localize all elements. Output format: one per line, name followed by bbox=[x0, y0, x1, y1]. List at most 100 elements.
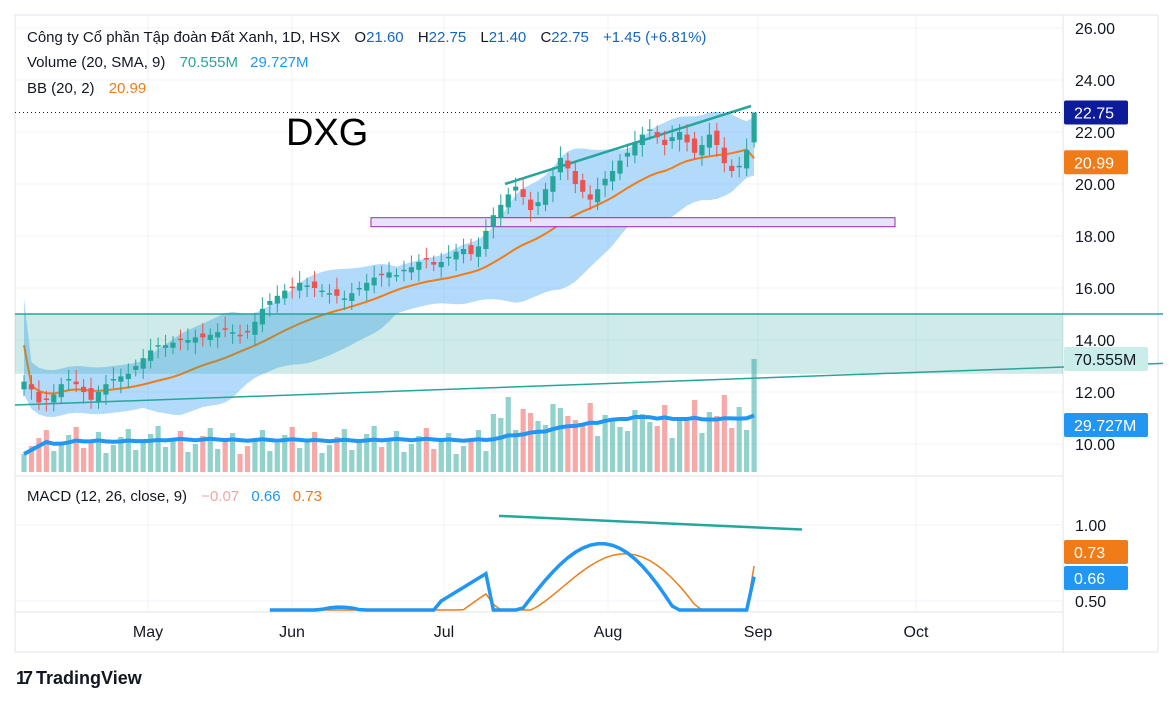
ticker-annotation: DXG bbox=[286, 112, 369, 154]
volume-bar bbox=[289, 427, 295, 472]
candle-body bbox=[267, 301, 273, 305]
candle-body bbox=[431, 262, 437, 265]
legend-macd-signal: 0.73 bbox=[292, 488, 322, 505]
volume-bar bbox=[371, 426, 377, 472]
legend-volume-label: Volume (20, SMA, 9) bbox=[27, 54, 166, 71]
volume-bar bbox=[528, 413, 534, 472]
candle-body bbox=[133, 366, 139, 370]
volume-bar bbox=[438, 441, 444, 472]
volume-bar bbox=[58, 443, 64, 472]
legend-macd-label: MACD (12, 26, close, 9) bbox=[27, 488, 188, 505]
volume-bar bbox=[677, 417, 683, 472]
candle-body bbox=[21, 381, 27, 390]
volume-bar bbox=[341, 429, 347, 472]
candle-body bbox=[751, 112, 757, 143]
candle-body bbox=[684, 134, 690, 143]
candle-body bbox=[528, 199, 534, 210]
volume-bar bbox=[602, 415, 608, 472]
volume-bar bbox=[222, 441, 228, 472]
candle-body bbox=[58, 384, 64, 398]
volume-bar bbox=[237, 454, 243, 472]
legend-macd-hist: −0.07 bbox=[201, 488, 240, 505]
volume-bar bbox=[267, 451, 273, 472]
macd-line-badge-bg bbox=[1064, 566, 1128, 590]
volume-bar bbox=[729, 428, 735, 472]
time-tick-label: Jun bbox=[279, 624, 305, 641]
candle-body bbox=[550, 176, 556, 192]
last-price-badge-bg bbox=[1064, 100, 1128, 125]
legend-close-label: C bbox=[540, 29, 552, 46]
candle-body bbox=[513, 186, 519, 191]
candle-body bbox=[662, 139, 668, 145]
candle-body bbox=[326, 293, 333, 295]
candle-body bbox=[542, 189, 549, 205]
time-tick-label: Oct bbox=[904, 624, 929, 641]
candle-body bbox=[595, 189, 601, 203]
candle-body bbox=[609, 171, 616, 182]
volume-bar bbox=[721, 395, 727, 472]
candle-body bbox=[230, 332, 236, 334]
volume-bar bbox=[118, 437, 124, 472]
candle-body bbox=[66, 379, 72, 381]
legend-high: 22.75 bbox=[428, 29, 467, 46]
volume-sma-badge-bg bbox=[1064, 413, 1148, 437]
bb-basis-badge: 20.99 bbox=[1074, 155, 1114, 172]
candle-body bbox=[140, 358, 146, 369]
candle-body bbox=[460, 249, 467, 255]
candle-body bbox=[215, 332, 221, 338]
candle-body bbox=[624, 152, 631, 157]
volume-bar bbox=[88, 440, 94, 472]
candle-body bbox=[416, 262, 422, 270]
volume-bar bbox=[21, 454, 27, 472]
candle-body bbox=[572, 171, 578, 184]
volume-bar bbox=[200, 436, 206, 472]
volume-bar bbox=[43, 430, 49, 472]
volume-bar bbox=[453, 454, 459, 472]
candle-body bbox=[677, 132, 683, 140]
volume-bar bbox=[192, 444, 198, 472]
candle-body bbox=[341, 298, 347, 300]
candle-body bbox=[73, 381, 79, 385]
legend-bb-value: 20.99 bbox=[108, 80, 147, 97]
volume-bar bbox=[386, 439, 392, 472]
volume-bar bbox=[639, 414, 645, 472]
volume-bar bbox=[162, 447, 169, 472]
candle-body bbox=[81, 386, 87, 392]
volume-bar bbox=[572, 420, 578, 472]
volume-bar bbox=[170, 439, 176, 472]
legend-row-bb: BB (20, 2) 20.99 bbox=[27, 80, 150, 97]
candle-body bbox=[200, 333, 206, 338]
volume-bar bbox=[744, 430, 750, 472]
volume-sma-badge: 29.727M bbox=[1074, 418, 1136, 435]
volume-bar bbox=[736, 407, 742, 472]
candle-body bbox=[379, 273, 385, 276]
volume-bar bbox=[81, 448, 87, 472]
volume-bar bbox=[215, 449, 221, 472]
candle-body bbox=[580, 180, 586, 192]
candle-body bbox=[118, 376, 124, 382]
volume-bar bbox=[356, 442, 362, 472]
candle-body bbox=[28, 384, 35, 390]
candle-body bbox=[468, 245, 474, 255]
legend-symbol: Công ty Cổ phần Tập đoàn Đất Xanh, 1D, H… bbox=[27, 29, 341, 46]
macd-line bbox=[269, 542, 756, 612]
volume-bar bbox=[446, 433, 452, 472]
candle-body bbox=[706, 134, 712, 148]
volume-bar bbox=[595, 436, 601, 472]
volume-bar bbox=[349, 450, 355, 472]
volume-bar bbox=[244, 446, 251, 472]
volume-bar bbox=[468, 438, 474, 472]
time-tick-label: Aug bbox=[594, 624, 622, 641]
volume-bar bbox=[714, 416, 720, 472]
volume-bar bbox=[177, 431, 184, 472]
volume-bar bbox=[431, 449, 437, 472]
volume-bar bbox=[647, 422, 653, 472]
legend-open: 21.60 bbox=[366, 29, 404, 46]
volume-bar bbox=[498, 418, 504, 472]
tradingview-logo[interactable]: 17 TradingView bbox=[16, 668, 142, 689]
volume-bar bbox=[73, 427, 79, 472]
candle-body bbox=[587, 194, 593, 200]
macd-signal-badge: 0.73 bbox=[1074, 545, 1105, 562]
volume-bar bbox=[103, 453, 109, 472]
